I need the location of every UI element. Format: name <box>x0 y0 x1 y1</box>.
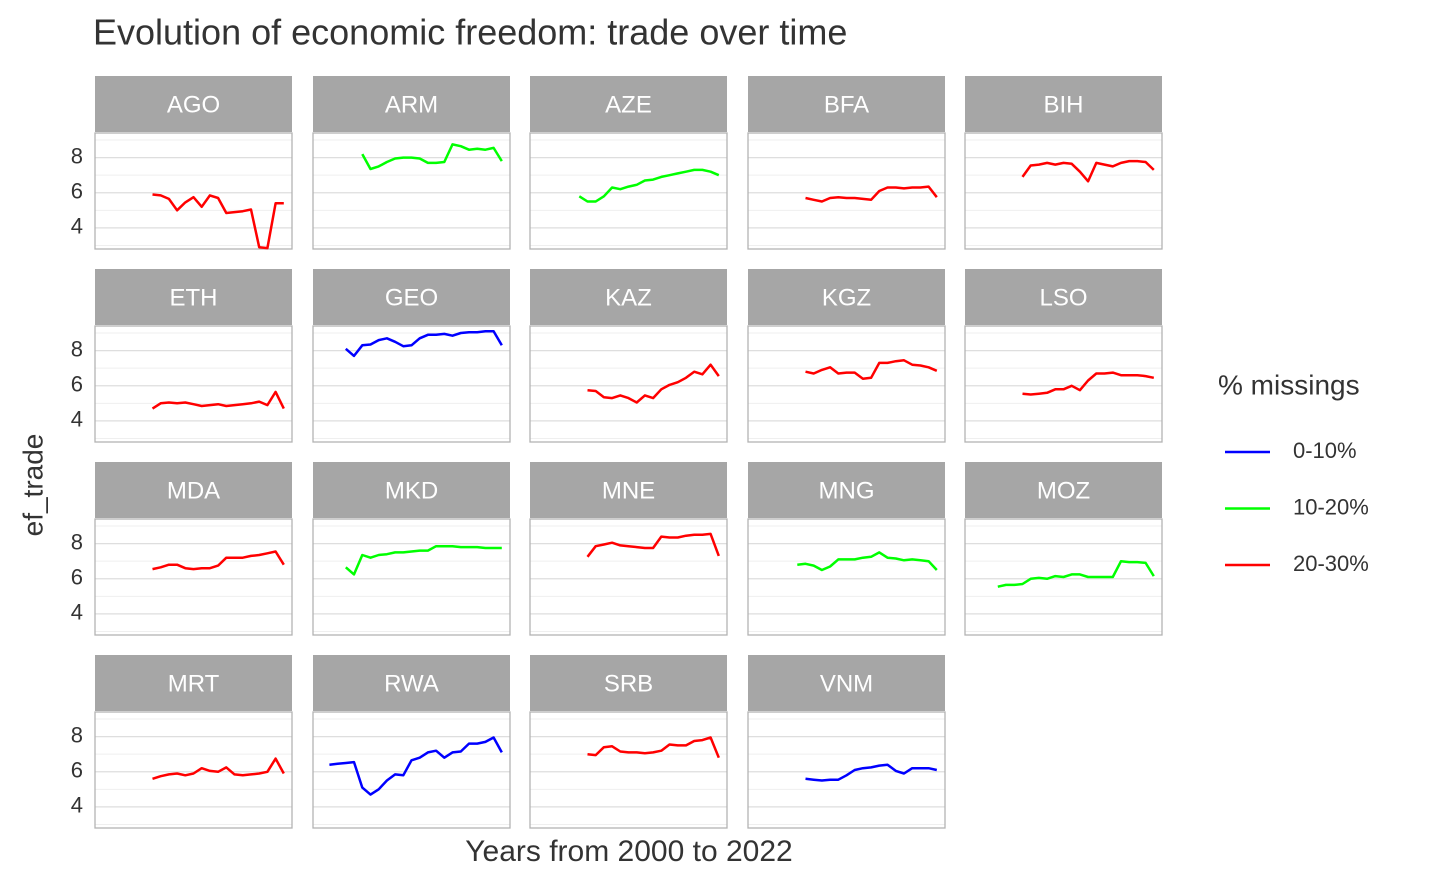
strip <box>965 462 1162 518</box>
strip-label: MRT <box>168 670 220 697</box>
strip <box>748 76 945 132</box>
strip-label: MDA <box>167 477 220 504</box>
strip <box>95 269 292 325</box>
panel-border <box>964 132 1163 250</box>
y-tick-label: 8 <box>71 722 83 747</box>
strip <box>530 269 727 325</box>
y-tick-label: 8 <box>71 336 83 361</box>
strip <box>313 76 510 132</box>
line <box>361 143 503 171</box>
strip-label: KGZ <box>822 284 871 311</box>
strip <box>748 655 945 711</box>
strip <box>530 655 727 711</box>
strip-label: BIH <box>1043 91 1083 118</box>
panel-border <box>312 518 511 636</box>
y-axis-label: ef_trade <box>17 434 48 537</box>
line <box>152 193 284 250</box>
strip-label: SRB <box>604 670 653 697</box>
panel-border <box>529 325 728 443</box>
line <box>797 551 938 572</box>
line <box>997 559 1155 588</box>
line <box>578 168 720 203</box>
y-tick-label: 6 <box>71 372 83 397</box>
chart-title: Evolution of economic freedom: trade ove… <box>93 12 847 53</box>
panel-border <box>94 711 293 829</box>
strip-label: KAZ <box>605 284 652 311</box>
strip <box>95 76 292 132</box>
y-tick-label: 6 <box>71 565 83 590</box>
strip-label: AGO <box>167 91 220 118</box>
strip <box>530 462 727 518</box>
line <box>152 757 285 780</box>
line <box>151 390 285 410</box>
panel-border <box>312 132 511 250</box>
y-tick-label: 8 <box>71 143 83 168</box>
panel-border <box>312 325 511 443</box>
line <box>586 532 720 558</box>
strip-label: MOZ <box>1037 477 1090 504</box>
strip-label: RWA <box>384 670 439 697</box>
y-tick-label: 4 <box>71 793 83 818</box>
line <box>152 550 285 571</box>
strip-label: ARM <box>385 91 438 118</box>
strip <box>748 462 945 518</box>
panel-border <box>747 711 946 829</box>
strip <box>965 269 1162 325</box>
strip <box>313 269 510 325</box>
line <box>587 736 720 759</box>
legend-label: 0-10% <box>1293 438 1357 463</box>
line <box>805 763 938 782</box>
strip-label: MNE <box>602 477 655 504</box>
strip <box>530 76 727 132</box>
panel-border <box>747 325 946 443</box>
panel-border <box>747 518 946 636</box>
strip-label: GEO <box>385 284 438 311</box>
panel-border <box>529 518 728 636</box>
line <box>587 363 720 404</box>
line <box>1022 371 1155 396</box>
strip-label: VNM <box>820 670 873 697</box>
strip <box>313 462 510 518</box>
strip-label: MKD <box>385 477 438 504</box>
panel-border <box>964 325 1163 443</box>
y-tick-label: 4 <box>71 600 83 625</box>
panel-border <box>94 518 293 636</box>
panel-border <box>529 711 728 829</box>
strip-label: MNG <box>819 477 875 504</box>
legend-title: % missings <box>1218 369 1360 400</box>
panel-border <box>312 711 511 829</box>
y-tick-label: 6 <box>71 758 83 783</box>
strip-label: ETH <box>170 284 218 311</box>
strip <box>748 269 945 325</box>
line <box>344 544 502 576</box>
legend-label: 10-20% <box>1293 494 1369 519</box>
strip-label: BFA <box>824 91 869 118</box>
y-tick-label: 4 <box>71 407 83 432</box>
line <box>805 359 938 380</box>
strip <box>95 655 292 711</box>
line <box>344 330 503 358</box>
strip <box>95 462 292 518</box>
legend-label: 20-30% <box>1293 551 1369 576</box>
line <box>329 736 503 796</box>
panel-border <box>747 132 946 250</box>
panel-border <box>94 132 293 250</box>
strip <box>965 76 1162 132</box>
x-axis-label: Years from 2000 to 2022 <box>465 835 792 868</box>
panel-border <box>94 325 293 443</box>
panel-border <box>964 518 1163 636</box>
strip <box>313 655 510 711</box>
y-tick-label: 4 <box>71 214 83 239</box>
y-tick-label: 8 <box>71 529 83 554</box>
strip-label: LSO <box>1039 284 1087 311</box>
strip-label: AZE <box>605 91 652 118</box>
line <box>1021 159 1155 183</box>
y-tick-label: 6 <box>71 179 83 204</box>
line <box>805 185 938 203</box>
panel-border <box>529 132 728 250</box>
